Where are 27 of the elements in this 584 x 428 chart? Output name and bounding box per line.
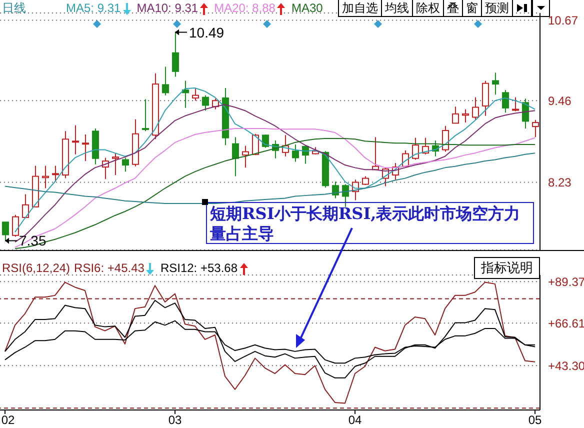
y-tick-label: 10.67 [548,14,578,28]
annotation: 加自选 [338,0,382,17]
series-label: RSI6: +45.43 [74,261,146,275]
text: MA5: 9.31 [66,1,122,15]
text: MA20: 8.88 [214,1,276,15]
text: MA30 [291,1,323,15]
text: MA10: 9.31 [136,1,200,15]
annotation: 指标说明 [481,260,533,275]
x-tick-label: 03 [168,413,182,427]
annotation: 10.49 [189,24,224,40]
annotation: 均线 [381,0,413,17]
y-tick-label: 8.23 [548,176,572,190]
x-tick-label: 04 [348,413,362,427]
y-tick-label: 9.46 [548,94,572,108]
annotation: 预测 [481,0,513,17]
annotation: 短期RSI小于长期RSI,表示此时市场空方力量占主导 [206,202,534,244]
annotation: 叠 [443,0,463,17]
x-tick-label: 02 [1,413,15,427]
chart-title: 日线 [2,1,26,15]
text: RSI12: +53.68 [160,261,238,275]
annotation: 窗 [462,0,482,17]
y-tick-label: +66.61 [548,316,584,330]
annotation: 7.35 [19,232,46,249]
x-tick-label: 05 [528,413,542,427]
y-tick-label: +89.37 [548,274,584,289]
chart-title: RSI(6,12,24) [2,261,70,275]
annotation: 除权 [412,0,444,17]
